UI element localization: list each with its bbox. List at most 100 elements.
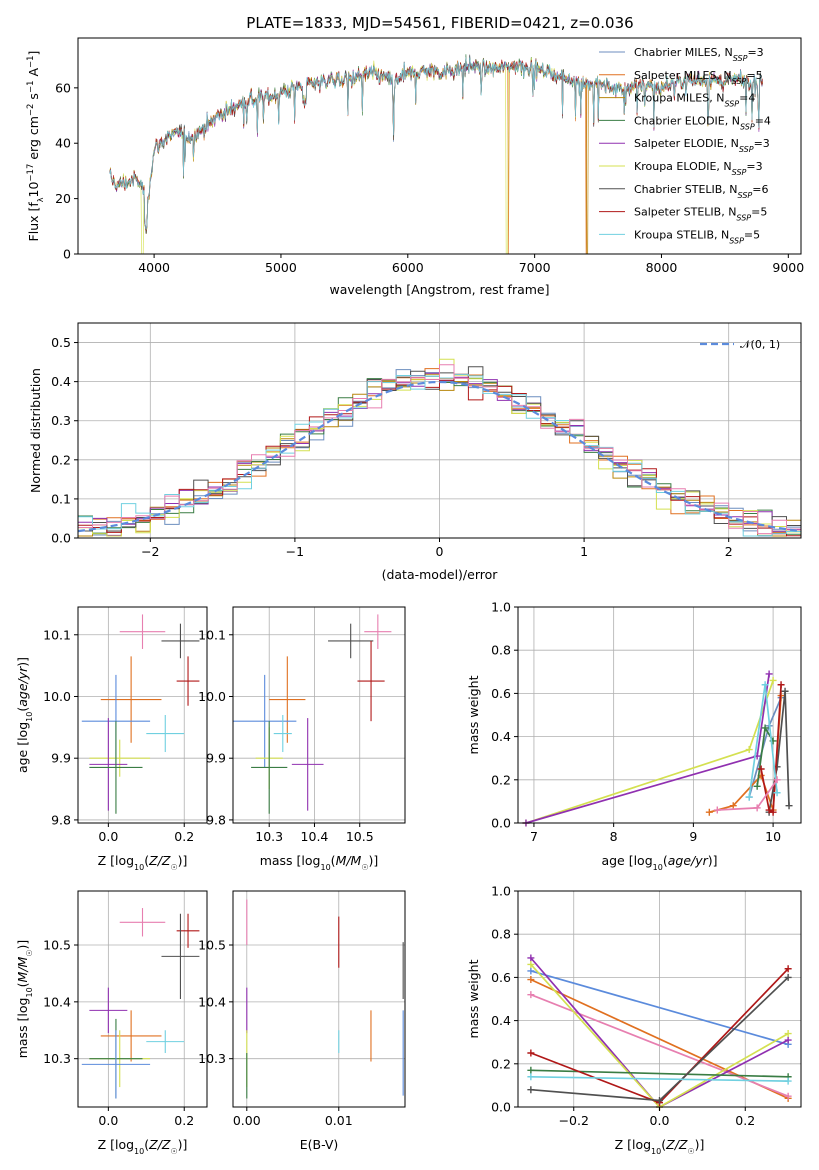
label-part: Flux [f [26,202,41,242]
label-part: −1 [26,55,36,68]
label-part: Salpeter MILES, N [634,69,732,82]
label-part: ☉ [361,863,368,872]
axes-spectrum: 4000 5000 6000 7000 8000 9000 0 20 40 60 wavelengt… [26,37,804,297]
x-tick-label: 8 [610,829,618,844]
x-axis-label: Z [log10(Z/Z☉)] [98,1137,188,1156]
y-tick-label: 0.4 [491,729,511,744]
y-axis-label: Normed distribution [28,368,43,493]
plot-frame [232,606,406,824]
label-part: Z [log [98,1137,134,1152]
plot-layer: 4000 5000 6000 7000 8000 90000204060wavelengt… [15,37,804,1156]
label-part: )] [15,940,30,950]
label-part: Salpeter ELODIE, N [634,137,739,150]
weight-marker [527,967,535,975]
legend-label-1: Salpeter MILES, NSSP=5 [634,69,763,86]
weight-marker [784,965,792,973]
weight-marker [773,776,781,784]
histogram-9 [78,364,801,535]
weight-marker [713,806,721,814]
y-axis-label: mass weight [466,675,481,754]
label-part: ☉ [170,863,177,872]
label-part: erg cm [26,116,41,164]
weight-marker [527,976,535,984]
label-part: Kroupa STELIB, N [634,228,729,241]
y-tick-label: 10.5 [198,938,226,953]
label-part: A [26,68,41,81]
x-tick-label: 0.2 [174,829,194,844]
label-part: ( [15,982,30,987]
x-tick-label: 10.5 [346,829,374,844]
label-part: ( [144,853,149,868]
normal-curve [77,380,802,533]
weight-marker [781,687,789,695]
label-part: =4 [755,114,771,127]
y-axis-label: mass [log10(M/M☉)] [15,940,34,1059]
weight-line-1 [709,695,782,814]
label-part: SSP [740,122,755,131]
weight-marker [784,1030,792,1038]
label-part: Z/Z [148,853,171,868]
x-tick-label: 9000 [772,260,804,275]
x-axis-label: wavelength [Angstrom, rest frame] [329,282,549,297]
weight-line-0 [530,970,789,1046]
y-tick-label: 40 [55,136,71,151]
x-tick-label: 0.2 [735,1113,755,1128]
y-tick-label: 9.9 [51,751,71,766]
label-part: age/yr [15,666,30,707]
figure-title: PLATE=1833, MJD=54561, FIBERID=0421, z=0… [246,14,633,32]
label-part: =3 [754,137,770,150]
axes-panel-z-mass: 0.0 0.210.310.410.5Z [log10(Z/Z☉)]mass [l… [15,890,208,1156]
label-part: SSP [738,190,753,199]
weight-marker [765,670,773,678]
label-part: ( [661,1137,666,1152]
x-axis-label: Z [log10(Z/Z☉)] [98,853,188,872]
y-tick-label: 10.0 [43,689,71,704]
plot-frame [77,606,208,824]
y-tick-label: 0.5 [51,335,71,350]
label-part: −17 [26,164,36,182]
weight-marker [527,960,535,968]
weight-marker [527,991,535,999]
y-tick-label: 0.8 [491,643,511,658]
y-tick-label: 0.2 [491,1056,511,1071]
y-tick-label: 10.3 [43,1051,71,1066]
y-axis-label: Flux [fλ10−17 erg cm−2 s−1 A−1] [26,51,45,242]
weight-marker [527,1086,535,1094]
axes-residuals: −2 −1 0 1 2 0.0 0.1 0.2 0.3 0.4 0.5 (data-model)/er… [28,322,802,582]
label-part: ☉ [25,949,34,956]
label-part: =3 [746,160,762,173]
label-part: −2 [26,104,36,117]
plot-frame [232,890,406,1108]
label-part: )] [15,657,30,667]
weight-marker [753,804,761,812]
y-tick-label: 60 [55,80,71,95]
x-tick-label: 7000 [519,260,551,275]
label-part: =4 [739,92,755,105]
weight-marker [769,676,777,684]
label-part: )] [695,1137,705,1152]
label-part: SSP [739,145,754,154]
label-part: SSP [732,168,747,177]
y-tick-label: 0.0 [491,1100,511,1115]
label-part: Chabrier STELIB, N [634,183,738,196]
label-part: )] [178,853,188,868]
legend-label-2: Kroupa MILES, NSSP=4 [634,92,755,109]
weight-marker [784,973,792,981]
x-tick-label: 10.3 [255,829,283,844]
y-tick-label: 0.0 [51,531,71,546]
weight-marker [785,802,793,810]
y-tick-label: 9.9 [206,751,226,766]
plot-frame [517,606,802,824]
weight-marker [527,1049,535,1057]
y-tick-label: 1.0 [491,600,511,615]
y-tick-label: 0.2 [491,772,511,787]
y-tick-label: 20 [55,191,71,206]
weight-marker [527,1066,535,1074]
x-tick-label: 0.00 [233,1113,261,1128]
x-tick-label: −1 [286,544,304,559]
x-tick-label: 0.0 [98,1113,118,1128]
x-tick-label: 0.0 [650,1113,670,1128]
label-part: ☉ [170,1147,177,1156]
label-part: )] [708,853,718,868]
